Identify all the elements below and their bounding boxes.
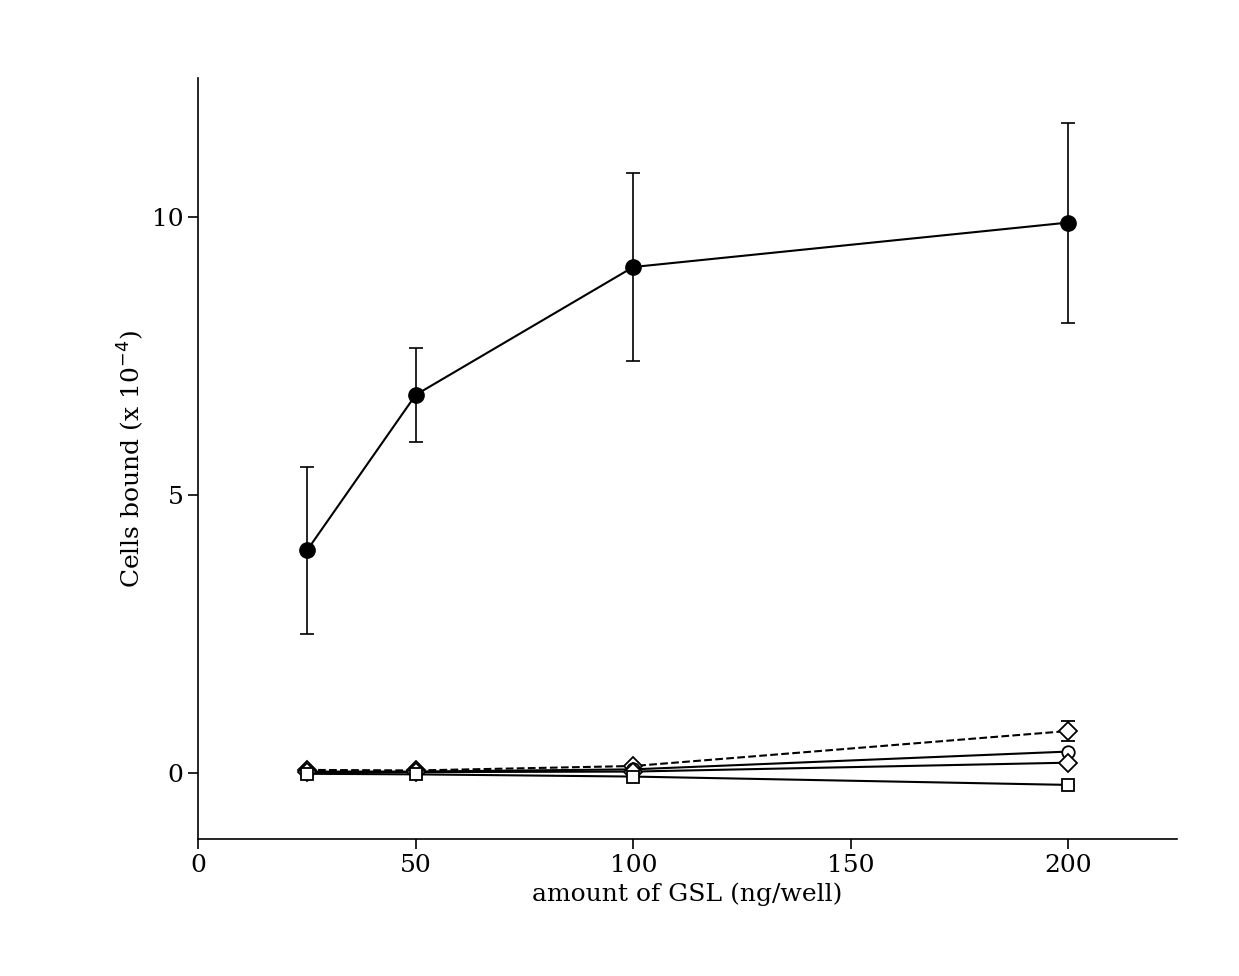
X-axis label: amount of GSL (ng/well): amount of GSL (ng/well) (533, 882, 843, 906)
Y-axis label: Cells bound (x 10$^{-4}$): Cells bound (x 10$^{-4}$) (115, 330, 146, 588)
